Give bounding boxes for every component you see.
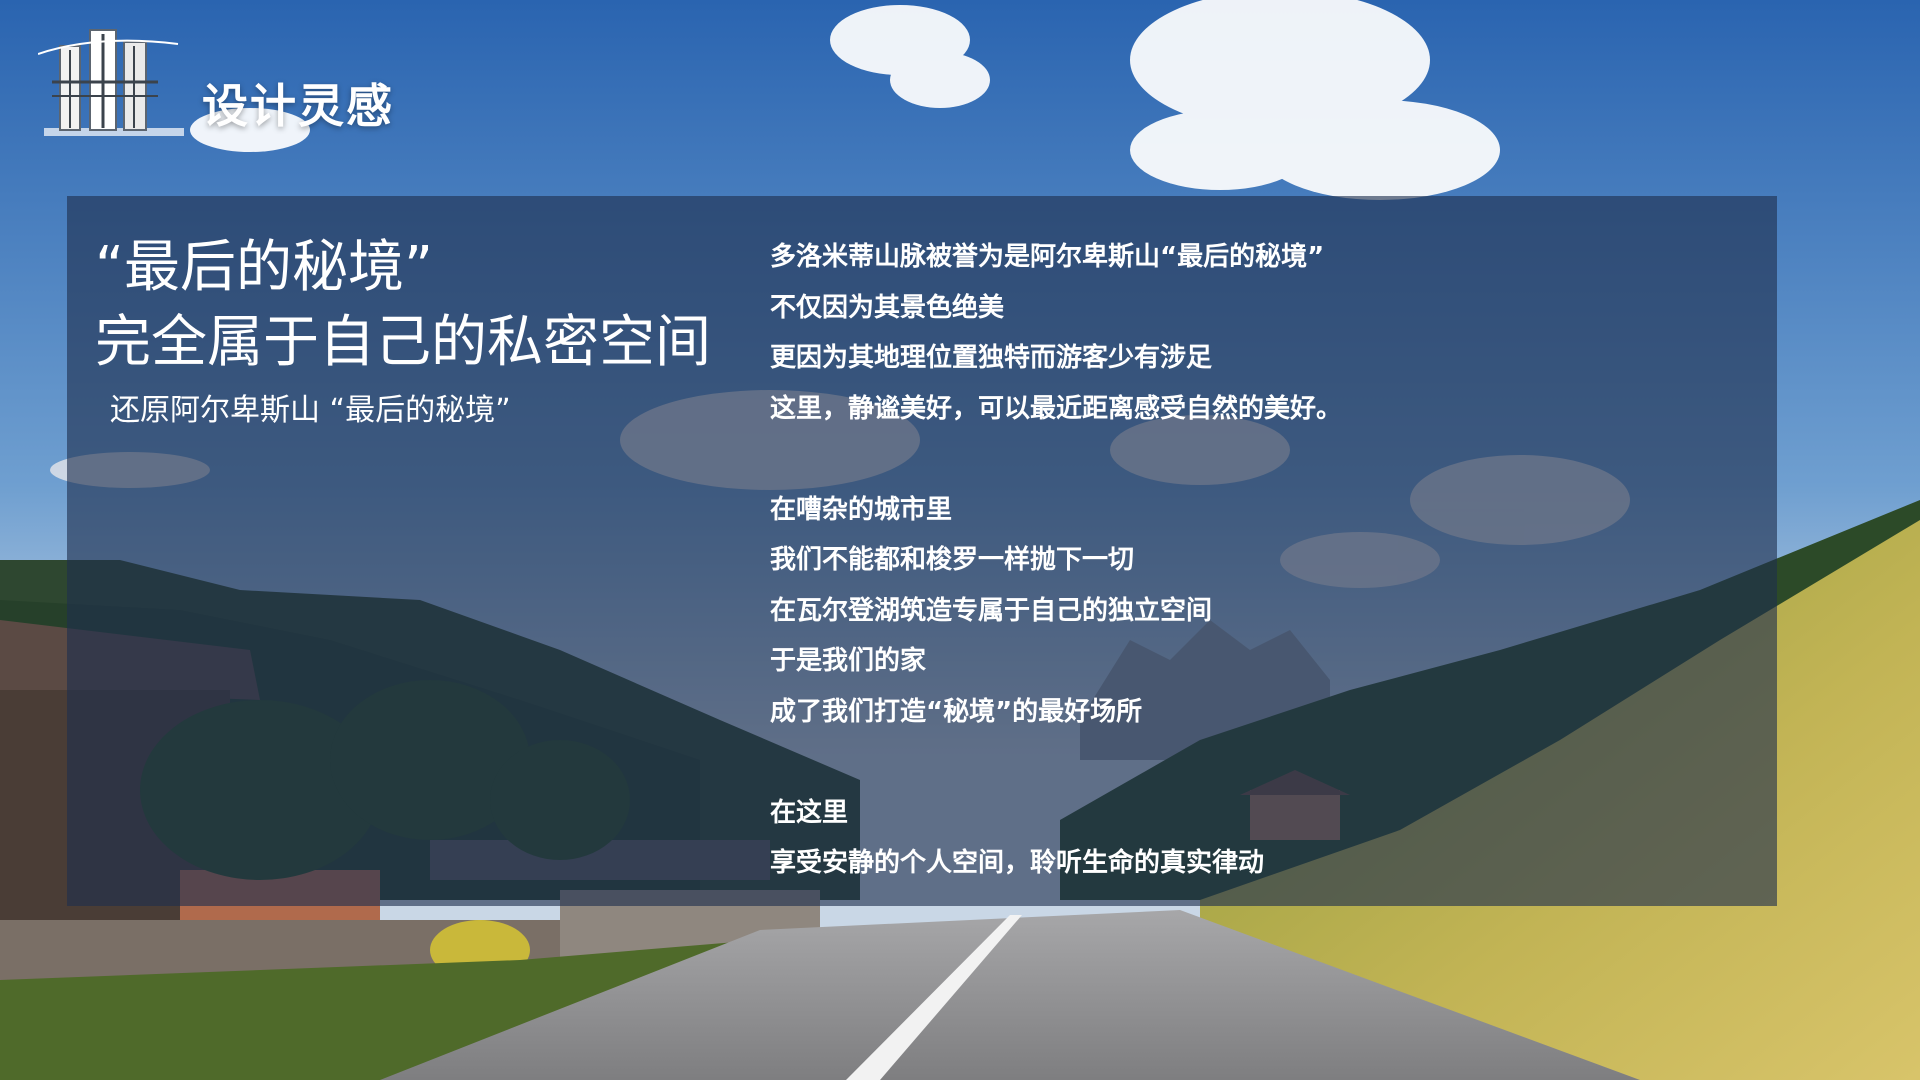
body-line: 我们不能都和梭罗一样抛下一切 [770, 545, 1135, 575]
body-line: 在这里 [770, 797, 849, 828]
body-line: 于是我们的家 [770, 646, 927, 676]
body-line: 这里，静谧美好，可以最近距离感受自然的美好。 [770, 393, 1343, 424]
section-title: 设计灵感 [202, 79, 394, 133]
subheadline: 还原阿尔卑斯山 “最后的秘境” [110, 393, 511, 428]
body-line: 在瓦尔登湖筑造专属于自己的独立空间 [770, 595, 1213, 626]
headline-line-1: “最后的秘境” [95, 235, 434, 300]
body-line: 在嘈杂的城市里 [770, 494, 953, 525]
headline-line-2: 完全属于自己的私密空间 [95, 310, 711, 375]
paragraph-gap [770, 434, 1342, 485]
headline: “最后的秘境” 完全属于自己的私密空间 [95, 230, 711, 380]
body-line: 不仅因为其景色绝美 [770, 292, 1005, 323]
building-sketch-icon [38, 29, 184, 136]
body-text: 多洛米蒂山脉被誉为是阿尔卑斯山“最后的秘境” 不仅因为其景色绝美 更因为其地理位… [770, 232, 1342, 889]
body-line: 成了我们打造“秘境”的最好场所 [770, 696, 1143, 727]
text-overlay-panel [67, 196, 1777, 906]
paragraph-gap [770, 737, 1342, 788]
body-line: 多洛米蒂山脉被誉为是阿尔卑斯山“最后的秘境” [770, 242, 1325, 272]
body-line: 更因为其地理位置独特而游客少有涉足 [770, 343, 1213, 373]
body-line: 享受安静的个人空间，聆听生命的真实律动 [770, 848, 1265, 878]
